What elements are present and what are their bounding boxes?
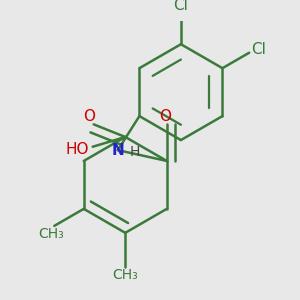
Text: Cl: Cl [251, 42, 266, 57]
Text: CH₃: CH₃ [112, 268, 138, 282]
Text: Cl: Cl [173, 0, 188, 13]
Text: CH₃: CH₃ [38, 226, 64, 241]
Text: O: O [83, 109, 95, 124]
Text: H: H [130, 145, 140, 159]
Text: O: O [159, 109, 171, 124]
Text: N: N [111, 142, 124, 158]
Text: HO: HO [65, 142, 89, 157]
